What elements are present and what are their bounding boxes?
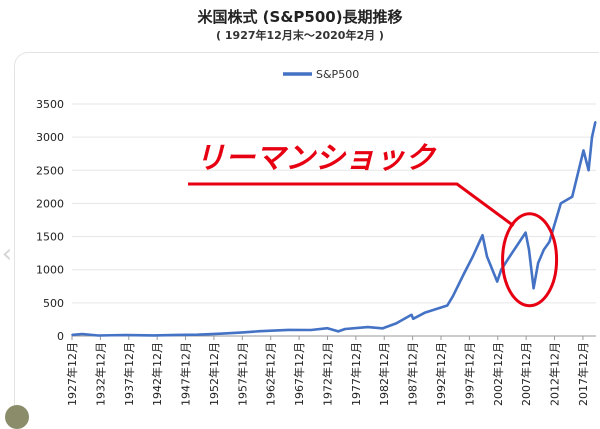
y-tick-label: 500: [43, 297, 64, 310]
data-point: [412, 317, 415, 320]
x-tick-label: 1942年12月: [150, 342, 164, 406]
y-tick-label: 2000: [36, 197, 64, 210]
annotation-label: リーマンショック: [195, 141, 437, 176]
x-tick-label: 1982年12月: [377, 342, 391, 406]
x-tick-label: 1987年12月: [406, 342, 420, 406]
x-tick-label: 1957年12月: [235, 342, 249, 406]
data-point: [559, 202, 562, 205]
x-tick-label: 1972年12月: [320, 342, 334, 406]
data-point: [542, 248, 545, 251]
data-point: [508, 255, 511, 258]
legend-label-sp500: S&P500: [316, 68, 359, 81]
x-tick-label: 2002年12月: [491, 342, 505, 406]
y-tick-label: 0: [57, 330, 64, 343]
x-tick-label: 1952年12月: [207, 342, 221, 406]
data-point: [381, 327, 384, 330]
annotation: リーマンショック: [188, 141, 559, 308]
grid: [72, 103, 596, 337]
data-point: [587, 169, 590, 172]
data-point: [310, 329, 312, 331]
y-tick-label: 3000: [36, 131, 64, 144]
data-point: [71, 333, 73, 336]
data-point: [287, 329, 290, 331]
data-point: [486, 255, 488, 258]
data-point: [471, 255, 474, 258]
data-point: [446, 304, 449, 307]
x-tick-label: 2017年12月: [576, 342, 590, 406]
data-point: [152, 334, 155, 337]
x-tick-label: 1967年12月: [292, 342, 306, 406]
data-point: [594, 120, 597, 123]
data-point: [259, 330, 261, 333]
data-point: [463, 272, 466, 274]
data-point: [97, 334, 100, 337]
x-tick-label: 2007年12月: [519, 342, 533, 406]
x-tick-label: 1947年12月: [179, 342, 193, 406]
series-line-sp500: [71, 121, 597, 337]
data-point: [452, 295, 454, 298]
data-point: [548, 240, 551, 243]
chevron-left-icon[interactable]: ‹: [1, 239, 13, 269]
x-tick-label: 1937年12月: [122, 342, 136, 406]
data-point: [496, 280, 499, 283]
data-point: [123, 334, 126, 336]
data-point: [423, 311, 426, 314]
x-tick-label: 1977年12月: [349, 342, 363, 406]
data-point: [219, 332, 222, 335]
x-tick-label: 1927年12月: [65, 342, 79, 406]
y-axis: 0 500 1000 1500 2000 2500 3000 3500: [36, 98, 64, 343]
x-tick-label: 2012年12月: [548, 342, 562, 406]
x-tick-label: 1992年12月: [434, 342, 448, 406]
x-tick-label: 1962年12月: [264, 342, 278, 406]
data-point: [344, 328, 346, 330]
data-point: [524, 231, 527, 234]
data-point: [528, 248, 530, 251]
data-point: [571, 195, 574, 198]
chart-plot: 0 500 1000 1500 2000 2500 3000 3500 1927年12月 193…: [36, 68, 597, 406]
data-point: [176, 333, 179, 336]
chart-title: 米国株式 (S&P500)長期推移: [197, 8, 403, 26]
data-point: [81, 333, 84, 335]
annotation-connector: [188, 182, 515, 227]
data-point: [410, 313, 413, 316]
y-tick-label: 3500: [36, 98, 64, 111]
data-point: [532, 287, 535, 290]
data-point: [582, 149, 585, 152]
data-point: [196, 333, 199, 336]
x-axis: 1927年12月 1932年12月 1937年12月 1942年12月 1947年12月…: [65, 336, 590, 406]
data-point: [337, 330, 340, 333]
data-point: [366, 326, 369, 328]
chart-subtitle: ( 1927年12月末〜2020年2月 ): [216, 29, 384, 42]
data-point: [537, 262, 539, 264]
y-tick-label: 1000: [36, 264, 64, 277]
data-point: [395, 322, 398, 325]
chart-container: ‹ 米国株式 (S&P500)長期推移 ( 1927年12月末〜2020年2月 …: [1, 8, 599, 429]
data-point: [241, 331, 244, 334]
series-layer: [71, 120, 597, 337]
x-tick-label: 1932年12月: [93, 342, 107, 406]
legend: S&P500: [283, 68, 359, 81]
x-tick-label: 1997年12月: [462, 342, 476, 406]
y-tick-label: 2500: [36, 164, 64, 177]
data-point: [591, 136, 593, 139]
data-point: [326, 327, 329, 330]
y-tick-label: 1500: [36, 231, 64, 244]
annotation-highlight-circle: [501, 212, 559, 308]
data-point: [481, 234, 484, 237]
